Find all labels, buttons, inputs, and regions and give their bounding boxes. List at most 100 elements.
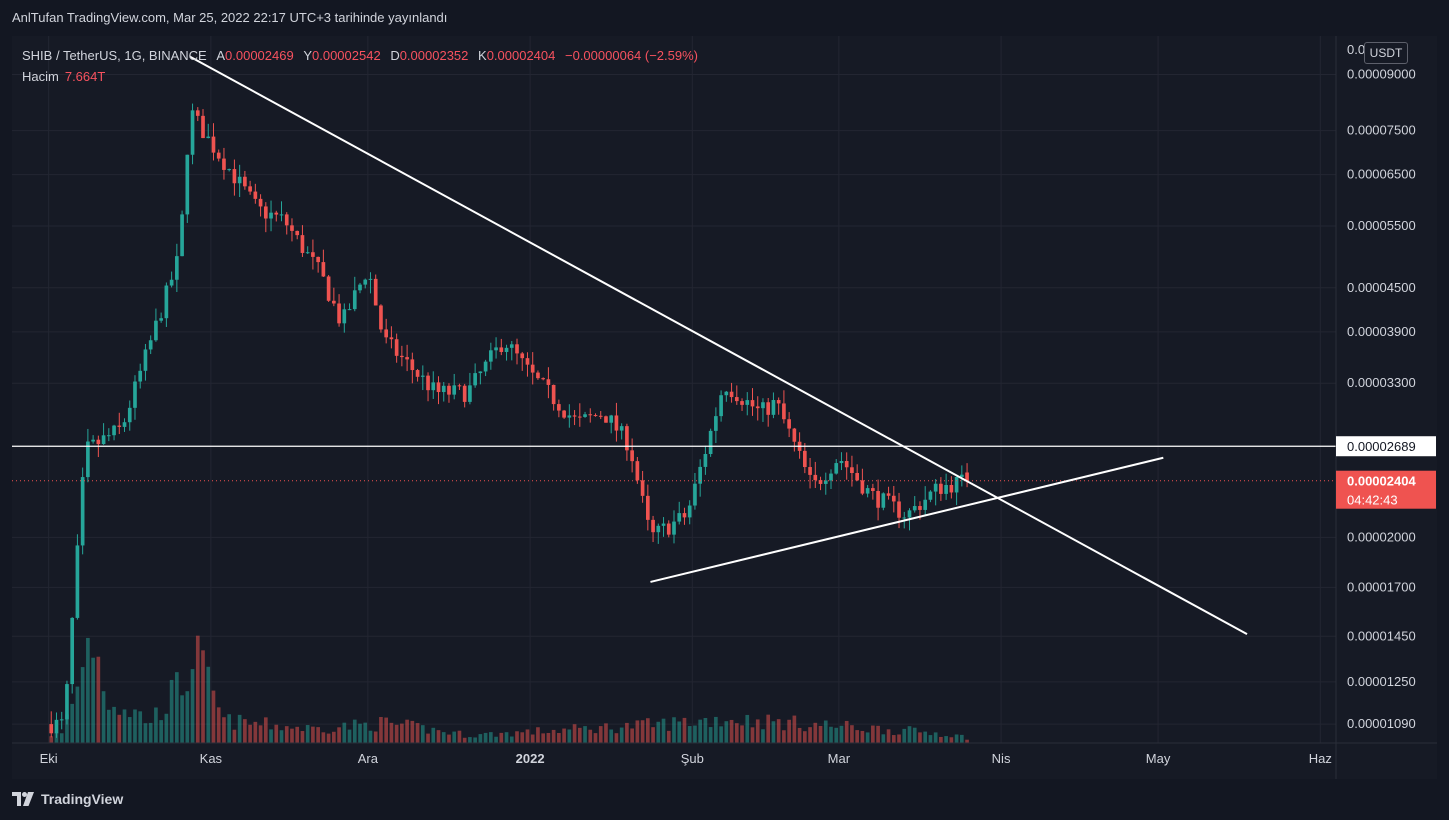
candle-body <box>447 385 451 395</box>
candle-body <box>243 176 247 187</box>
volume-bar <box>227 714 232 743</box>
candle-body <box>138 370 143 382</box>
candle-body <box>672 521 676 535</box>
volume-bar <box>593 733 598 743</box>
volume-bar <box>394 724 399 743</box>
volume-bar <box>347 729 352 743</box>
candle-body <box>818 480 823 484</box>
candle-body <box>352 290 357 310</box>
volume-bar <box>886 729 891 743</box>
volume-bar <box>708 727 713 743</box>
candle-body <box>248 186 252 192</box>
volume-bar <box>949 737 954 743</box>
candle-body <box>761 402 765 409</box>
volume-bar <box>389 722 394 743</box>
volume-bar <box>248 724 252 743</box>
volume-bar <box>138 711 143 743</box>
candle-body <box>326 276 331 301</box>
candle-body <box>415 370 420 377</box>
volume-bar <box>844 720 849 743</box>
volume-bar <box>823 720 828 743</box>
candle-body <box>489 350 493 362</box>
close-label: K <box>478 48 487 63</box>
volume-bar <box>635 720 640 743</box>
candle-body <box>944 484 948 494</box>
candle-body <box>504 347 509 352</box>
price-tick-label: 0.00001090 <box>1347 716 1416 731</box>
footer-brand[interactable]: TradingView <box>12 789 123 809</box>
candle-body <box>154 320 158 341</box>
volume-bar <box>363 722 368 743</box>
volume-bar <box>80 667 85 743</box>
candle-body <box>86 441 90 478</box>
volume-bar <box>876 725 880 743</box>
open-value: 0.00002469 <box>225 48 294 63</box>
volume-bar <box>630 728 634 743</box>
chart-panel[interactable] <box>12 36 1437 779</box>
volume-bar <box>656 721 661 743</box>
volume-bar <box>65 714 69 743</box>
candle-body <box>436 382 441 393</box>
volume-bar <box>829 726 833 743</box>
volume-bar <box>609 729 614 743</box>
candle-body <box>965 472 969 481</box>
candle-body <box>384 329 389 338</box>
volume-bar <box>305 725 310 743</box>
candle-body <box>604 416 608 423</box>
price-tick-label: 0.00009000 <box>1347 67 1416 82</box>
volume-bar <box>504 732 509 743</box>
volume-bar <box>693 725 697 743</box>
currency-button[interactable]: USDT <box>1364 42 1408 64</box>
volume-bar <box>290 728 294 743</box>
candle-body <box>400 355 404 358</box>
symbol-label[interactable]: SHIB / TetherUS, 1G, BINANCE <box>22 48 207 63</box>
candle-body <box>714 416 718 431</box>
candle-body <box>457 385 462 387</box>
candle-body <box>75 545 80 618</box>
candle-body <box>954 477 959 493</box>
candle-body <box>583 414 587 417</box>
volume-bar <box>677 721 682 743</box>
volume-bar <box>379 717 383 743</box>
volume-bar <box>761 729 765 743</box>
volume-bar <box>300 731 305 743</box>
candle-body <box>808 467 812 475</box>
candle-body <box>928 491 933 500</box>
volume-bar <box>232 729 237 743</box>
volume-bar <box>813 722 818 743</box>
trendline-support <box>650 456 1164 583</box>
candle-body <box>562 410 566 418</box>
volume-bar <box>269 729 273 743</box>
volume-bar <box>625 722 629 743</box>
volume-bar <box>499 732 504 743</box>
candle-body <box>227 169 232 171</box>
high-value: 0.00002542 <box>312 48 381 63</box>
candle-body <box>112 425 116 436</box>
price-axis-bg <box>1336 36 1437 743</box>
low-value: 0.00002352 <box>399 48 469 63</box>
volume-bar <box>792 715 797 743</box>
candle-body <box>933 483 938 492</box>
candle-body <box>729 391 734 398</box>
volume-bar <box>436 730 441 743</box>
candle-body <box>232 169 237 184</box>
candle-body <box>122 422 127 427</box>
volume-bar <box>112 706 116 743</box>
volume-bar <box>923 731 928 743</box>
volume-bar <box>567 729 572 743</box>
candle-body <box>431 382 436 391</box>
volume-bar <box>185 691 190 743</box>
volume-bar <box>154 707 158 743</box>
candle-body <box>211 136 216 153</box>
candle-body <box>661 523 666 526</box>
volume-bar <box>928 735 933 743</box>
volume-bar <box>944 736 948 743</box>
volume-label: Hacim <box>22 69 59 84</box>
time-tick-label: 2022 <box>516 751 545 766</box>
candle-body <box>912 506 917 511</box>
volume-bars <box>49 635 969 743</box>
volume-bar <box>755 719 760 743</box>
volume-bar <box>766 714 771 743</box>
candle-body <box>897 501 901 518</box>
